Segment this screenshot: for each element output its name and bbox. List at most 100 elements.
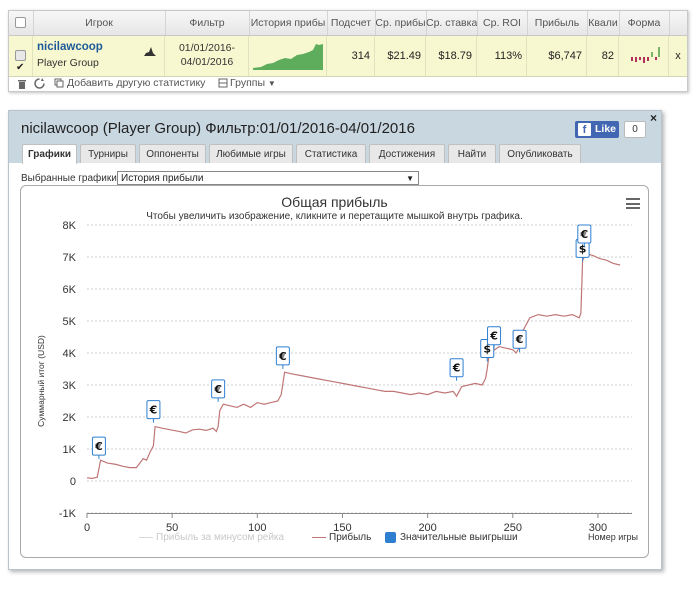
groups-label: Группы [230, 77, 265, 89]
y-tick-label: 7K [63, 252, 77, 264]
legend-item-profit[interactable]: Прибыль [312, 532, 371, 543]
big-win-marker [275, 346, 290, 366]
legend-item-rake[interactable]: Прибыль за минусом рейка [139, 532, 284, 543]
x-tick-label: 50 [166, 522, 178, 534]
profit-value: $6,747 [527, 36, 587, 76]
big-win-marker [449, 358, 464, 378]
legend-label-profit: Прибыль [329, 532, 372, 543]
row-checkbox[interactable] [15, 48, 26, 76]
table-toolbar: Добавить другую статистику Группы ▼ [9, 77, 687, 91]
avg-stake-value: $18.79 [426, 36, 477, 76]
big-win-marker [577, 224, 592, 244]
panel-title: nicilawcoop (Player Group) Фильтр:01/01/… [21, 120, 415, 137]
tab-tournaments[interactable]: Турниры [80, 144, 136, 163]
form-cell [619, 36, 669, 76]
filter-cell [165, 36, 249, 76]
big-win-marker [512, 329, 527, 349]
col-history[interactable]: История прибы [249, 11, 328, 35]
chart-select[interactable]: История прибыли ▼ [117, 171, 419, 185]
groups-icon [218, 78, 228, 88]
y-tick-label: 5K [63, 316, 77, 328]
x-tick-label: 200 [418, 522, 436, 534]
chart-menu-icon[interactable] [626, 198, 640, 209]
y-tick-label: 8K [63, 220, 77, 232]
like-label: Like [595, 123, 617, 135]
chart-legend: Прибыль за минусом рейка Прибыль Значите… [21, 532, 648, 546]
x-tick-label: 250 [504, 522, 522, 534]
big-win-symbol: $ [579, 242, 587, 255]
groups-dropdown[interactable]: Группы ▼ [230, 77, 276, 89]
count-value: 314 [327, 36, 375, 76]
big-win-marker [487, 326, 502, 346]
profit-sparkline [253, 44, 323, 70]
avg-profit-value: $21.49 [375, 36, 426, 76]
trash-icon[interactable] [17, 78, 27, 89]
col-filter[interactable]: Фильтр [165, 11, 250, 35]
big-win-symbol: € [452, 362, 461, 375]
chart-plot: -1K 0 1K 2K 3K 4K 5K 6K 7K 8K 0 50 100 150 200 250 300 € €… [59, 220, 632, 534]
big-win-symbol: € [489, 330, 498, 343]
col-avg-roi[interactable]: Ср. ROI [477, 11, 528, 35]
big-win-marker [211, 379, 226, 399]
panel-header: nicilawcoop (Player Group) Фильтр:01/01/… [9, 111, 661, 164]
big-win-symbol: € [278, 350, 287, 363]
col-player[interactable]: Игрок [33, 11, 166, 35]
refresh-icon[interactable] [34, 78, 45, 89]
big-win-marker [91, 436, 106, 456]
qualification-value: 82 [587, 36, 619, 76]
player-name-link[interactable]: nicilawcoop [37, 41, 103, 53]
tab-search[interactable]: Найти [448, 144, 496, 163]
x-tick-label: 300 [589, 522, 607, 534]
chevron-down-icon: ▼ [267, 79, 276, 88]
col-form[interactable]: Форма [619, 11, 670, 35]
filter-from: 01/01/2016- [178, 42, 236, 54]
chevron-down-icon: ▼ [406, 174, 414, 183]
y-tick-label: 1K [63, 444, 77, 456]
big-win-symbol: € [94, 440, 103, 453]
avg-roi-value: 113% [477, 36, 527, 76]
select-all-checkbox[interactable] [15, 17, 26, 28]
facebook-like-button[interactable]: f Like [575, 121, 619, 138]
add-stat-button[interactable]: Добавить другую статистику [67, 77, 206, 89]
facebook-icon: f [578, 123, 591, 136]
col-count[interactable]: Подсчет [327, 11, 376, 35]
poker-shark-icon [144, 47, 156, 56]
like-count: 0 [624, 121, 646, 138]
tab-statistics[interactable]: Статистика [296, 144, 366, 163]
x-tick-label: 0 [84, 522, 90, 534]
player-chart-panel: nicilawcoop (Player Group) Фильтр:01/01/… [8, 110, 662, 570]
x-axis-label: Номер игры [588, 532, 638, 542]
big-win-symbol: $ [483, 343, 491, 356]
col-actions [669, 11, 687, 35]
legend-line-profit [312, 536, 326, 538]
row-select-cell [9, 36, 33, 76]
big-win-symbol: € [579, 228, 588, 241]
table-row[interactable]: 314 $21.49 $18.79 113% $6,747 82 x [9, 36, 687, 77]
tab-opponents[interactable]: Оппоненты [139, 144, 206, 163]
legend-square-big-wins [385, 532, 396, 543]
add-stat-icon [54, 78, 64, 88]
y-tick-label: 4K [63, 348, 77, 360]
x-tick-label: 150 [333, 522, 351, 534]
col-profit[interactable]: Прибыль [527, 11, 588, 35]
tab-publish[interactable]: Опубликовать [499, 144, 581, 163]
col-avg-profit[interactable]: Ср. прибы [375, 11, 427, 35]
y-tick-label: 6K [63, 284, 77, 296]
legend-item-big-wins[interactable]: Значительные выигрыши [385, 532, 518, 543]
close-icon[interactable]: × [649, 111, 657, 125]
tab-charts[interactable]: Графики [22, 144, 77, 164]
history-cell [249, 36, 327, 76]
big-win-marker [146, 400, 161, 420]
legend-label-rake: Прибыль за минусом рейка [156, 532, 285, 543]
y-tick-label: 0 [70, 476, 76, 488]
remove-row-button[interactable]: x [675, 50, 681, 62]
col-avg-stake[interactable]: Ср. ставка [426, 11, 478, 35]
profit-chart[interactable]: Общая прибыль Чтобы увеличить изображени… [20, 185, 649, 558]
filter-to: 04/01/2016 [180, 56, 234, 68]
col-qualification[interactable]: Квали [587, 11, 620, 35]
form-bars [631, 47, 660, 63]
chart-select-label: Выбранные графики: [21, 173, 120, 184]
chart-select-value: История прибыли [121, 173, 204, 184]
tab-achievements[interactable]: Достижения [369, 144, 445, 163]
tab-favorite-games[interactable]: Любимые игры [209, 144, 293, 163]
